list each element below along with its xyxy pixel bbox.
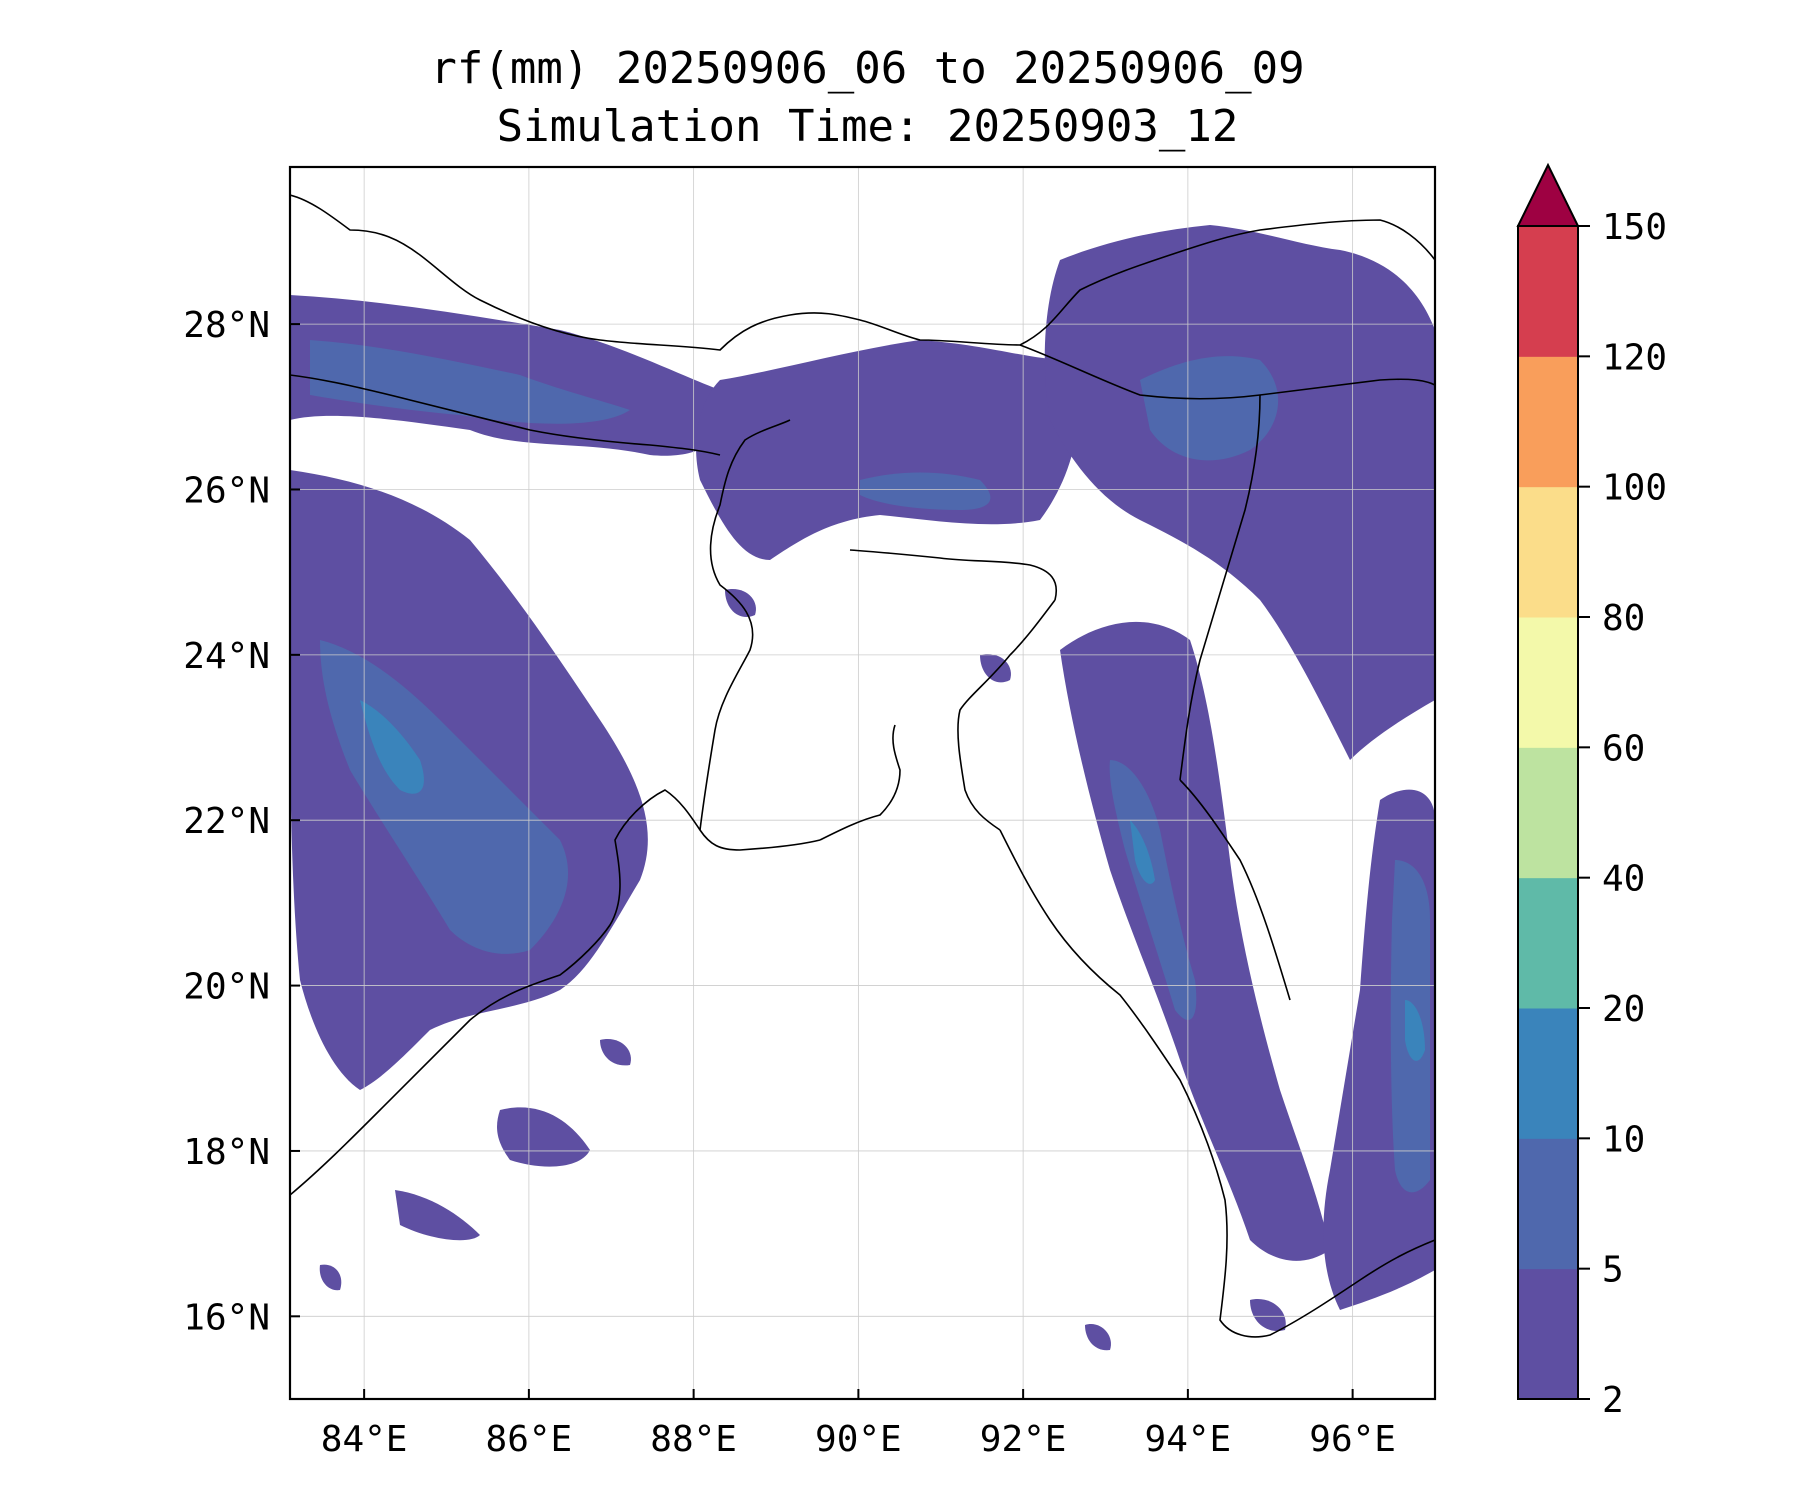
y-tick-label: 20°N	[183, 967, 270, 1008]
map-gridlines	[290, 167, 1435, 1399]
rainfall-field	[290, 225, 1435, 1351]
y-tick-label: 22°N	[183, 801, 270, 842]
colorbar-frame	[1517, 225, 1579, 1400]
colorbar-tick-label: 60	[1602, 728, 1645, 769]
colorbar-tick-label: 10	[1602, 1119, 1645, 1160]
x-axis: 84°E 86°E 88°E 90°E 92°E 94°E 96°E	[321, 1389, 1396, 1460]
title-block: rf(mm) 20250906_06 to 20250906_09 Simula…	[290, 40, 1445, 156]
colorbar-segment	[1518, 617, 1578, 748]
map-title: rf(mm) 20250906_06 to 20250906_09	[430, 43, 1305, 94]
colorbar-tick-label: 5	[1602, 1250, 1624, 1291]
x-tick-label: 94°E	[1145, 1419, 1232, 1460]
x-tick-label: 88°E	[650, 1419, 737, 1460]
x-tick-label: 96°E	[1309, 1419, 1396, 1460]
x-tick-label: 90°E	[815, 1419, 902, 1460]
colorbar-segment	[1518, 747, 1578, 879]
colorbar-tick-label: 120	[1602, 337, 1667, 378]
colorbar-tick-label: 150	[1602, 207, 1667, 248]
colorbar-segment	[1518, 356, 1578, 488]
colorbar-tick-label: 40	[1602, 859, 1645, 900]
y-tick-label: 24°N	[183, 636, 270, 677]
colorbar-tick-label: 80	[1602, 598, 1645, 639]
y-tick-label: 28°N	[183, 305, 270, 346]
y-axis: 28°N 26°N 24°N 22°N 20°N 18°N 16°N	[183, 305, 300, 1338]
x-tick-label: 84°E	[321, 1419, 408, 1460]
colorbar-tick-label: 2	[1602, 1380, 1624, 1421]
x-tick-label: 86°E	[486, 1419, 573, 1460]
x-tick-label: 92°E	[980, 1419, 1067, 1460]
colorbar-segment	[1518, 226, 1578, 357]
colorbar-tick-label: 100	[1602, 468, 1667, 509]
colorbar-segment	[1518, 486, 1578, 618]
colorbar-segment	[1518, 1138, 1578, 1270]
colorbar-segment	[1518, 1268, 1578, 1400]
colorbar-tick-label: 20	[1602, 989, 1645, 1030]
map-frame	[288, 165, 1437, 1401]
map-subtitle: Simulation Time: 20250903_12	[496, 101, 1239, 152]
colorbar-segment	[1518, 1008, 1578, 1139]
y-tick-label: 26°N	[183, 470, 270, 511]
y-tick-label: 16°N	[183, 1297, 270, 1338]
colorbar-extend-arrow	[1516, 162, 1580, 227]
y-tick-label: 18°N	[183, 1132, 270, 1173]
coastline-borders	[290, 194, 1435, 1338]
colorbar: 2 5 10 20 40 60 80 100 120 150	[1516, 162, 1667, 1421]
map-area	[290, 167, 1435, 1399]
colorbar-segment	[1518, 877, 1578, 1009]
